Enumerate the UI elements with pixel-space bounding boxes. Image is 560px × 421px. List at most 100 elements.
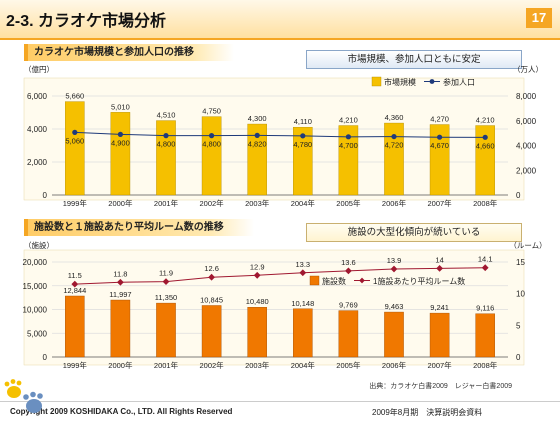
- chart-0-line-label: 4,800: [202, 140, 221, 149]
- chart-0-bar: [475, 125, 495, 196]
- chart-1-bar-label: 10,480: [246, 297, 269, 306]
- chart-1-line-point: [390, 265, 398, 273]
- section-title-facilities: 施設数と１施設あたり平均ルーム数の推移: [24, 219, 254, 236]
- chart-0-yright-unit: （万人）: [513, 65, 543, 74]
- chart-1-line-label: 14.1: [478, 255, 493, 264]
- chart-0-line-label: 4,670: [430, 141, 449, 150]
- chart-0-line-point: [300, 133, 306, 139]
- chart-0-line-point: [117, 131, 123, 137]
- chart-1-ytick-right: 10: [516, 290, 525, 299]
- chart-0-line-point: [163, 133, 169, 139]
- chart-1-bar-label: 9,463: [385, 302, 404, 311]
- chart-1-line-label: 12.9: [250, 262, 265, 271]
- chart-0-bar: [110, 112, 131, 196]
- chart-1-ytick-left: 15,000: [23, 282, 48, 291]
- chart-1-line-point: [481, 264, 489, 272]
- chart-1-line-label: 11.9: [159, 269, 173, 278]
- chart-0-xtick: 2002年: [200, 198, 225, 208]
- chart-0-ytick-right: 0: [516, 191, 521, 200]
- chart-0-bar-label: 4,360: [385, 113, 404, 122]
- chart-0-line-label: 4,660: [476, 141, 495, 150]
- chart-1-ytick-right: 15: [516, 258, 525, 267]
- chart-1-xtick: 2001年: [154, 360, 179, 370]
- chart-0-bar-label: 4,210: [476, 116, 495, 125]
- footer-copyright: Copyright 2009 KOSHIDAKA Co., LTD. All R…: [10, 407, 233, 416]
- chart-0-line-point: [391, 133, 397, 140]
- chart-1-line-label: 13.9: [387, 256, 402, 265]
- chart-1-bar-label: 10,148: [291, 299, 314, 308]
- chart-0-line-point: [209, 133, 215, 139]
- chart-1-xtick: 1999年: [63, 360, 88, 370]
- chart-0-bar-label: 4,750: [202, 107, 221, 116]
- chart-1-line-label: 14: [435, 255, 443, 264]
- chart-0-xtick: 1999年: [63, 198, 88, 208]
- chart-1-bar-label: 9,769: [339, 301, 358, 310]
- chart-0-xtick: 2003年: [245, 198, 270, 208]
- chart-0-line-label: 4,800: [157, 140, 176, 149]
- chart-0-bar: [247, 123, 267, 196]
- chart-0-ytick-right: 4,000: [516, 142, 537, 151]
- chart-1-yright-unit: （ルーム）: [509, 241, 546, 250]
- chart-0-bar-label: 4,210: [339, 116, 358, 125]
- callout-market: 市場規模、参加人口ともに安定: [306, 50, 522, 69]
- chart-0-ytick-right: 6,000: [516, 117, 537, 126]
- chart-1-xtick: 2008年: [473, 360, 498, 370]
- chart-1-line-point: [299, 269, 307, 277]
- page-header: 2-3. カラオケ市場分析 17: [0, 0, 560, 40]
- chart-1-ytick-left: 10,000: [23, 306, 48, 315]
- chart-1-legend-bar: 施設数: [322, 276, 346, 286]
- chart-0-xtick: 2000年: [108, 198, 133, 208]
- source-note: 出典：カラオケ白書2009 レジャー白書2009: [369, 383, 512, 390]
- chart-0-yleft-unit: （億円）: [24, 64, 54, 74]
- chart-0-xtick: 2007年: [428, 198, 453, 208]
- chart-0-line-point: [482, 134, 488, 140]
- chart-0-line-point: [72, 129, 78, 135]
- chart-1-line-label: 12.6: [204, 264, 219, 273]
- chart-0-bar-label: 4,110: [294, 117, 312, 126]
- chart-1-bar: [293, 308, 313, 358]
- chart-0-line-point: [345, 134, 351, 140]
- chart-1-ytick-left: 20,000: [23, 258, 48, 267]
- chart-1-bar: [384, 311, 404, 358]
- chart-1-legend-bar-swatch: [309, 275, 320, 286]
- chart-1-ytick-right: 0: [516, 353, 521, 362]
- chart-1-ytick-left: 0: [43, 353, 48, 362]
- chart-0-ytick-left: 2,000: [27, 158, 48, 167]
- chart-1-xtick: 2003年: [245, 360, 270, 370]
- chart-1-ytick-left: 5,000: [27, 329, 48, 338]
- chart-1-line-label: 13.6: [341, 258, 356, 267]
- chart-0-bar: [65, 101, 85, 196]
- chart-0-line-label: 4,700: [339, 141, 358, 150]
- chart-0-bar-label: 4,300: [248, 114, 267, 123]
- chart-0-bar: [338, 125, 359, 196]
- chart-0-legend-line: 参加人口: [443, 77, 475, 87]
- chart-0-bar-label: 5,660: [65, 92, 84, 101]
- chart-0-xtick: 2005年: [336, 198, 361, 208]
- chart-1-line-label: 13.3: [295, 260, 310, 269]
- chart-0-legend-bar: 市場規模: [384, 77, 416, 87]
- page-number: 17: [526, 8, 552, 28]
- chart-0-bar-label: 4,510: [157, 111, 176, 120]
- chart-0-bar: [293, 126, 313, 196]
- chart-0-ytick-right: 2,000: [516, 166, 537, 175]
- chart-0-line-label: 4,720: [385, 141, 404, 150]
- chart-1-xtick: 2004年: [291, 360, 316, 370]
- chart-0-bar: [429, 124, 450, 196]
- chart-1-line-series: [74, 267, 486, 285]
- chart-0-ytick-right: 8,000: [516, 92, 537, 101]
- chart-1-xtick: 2007年: [428, 360, 453, 370]
- chart-1-line-point: [117, 278, 124, 286]
- chart-1-bar: [156, 302, 176, 358]
- chart-1-xtick: 2006年: [382, 360, 407, 370]
- chart-0-bar-label: 5,010: [111, 102, 130, 111]
- chart-0-line-label: 4,780: [293, 140, 312, 149]
- chart-1-line-point: [253, 271, 261, 279]
- chart-1-line-label: 11.5: [68, 271, 82, 280]
- chart-1-bar-label: 9,241: [430, 303, 449, 312]
- chart-1-xtick: 2002年: [200, 360, 225, 370]
- chart-1-yleft-unit: （施設）: [24, 240, 54, 250]
- footer-document: 2009年8月期 決算説明会資料: [372, 408, 483, 417]
- chart-1-xtick: 2005年: [336, 360, 361, 370]
- chart-0-bar: [201, 116, 222, 196]
- chart-1-line-point: [208, 273, 215, 281]
